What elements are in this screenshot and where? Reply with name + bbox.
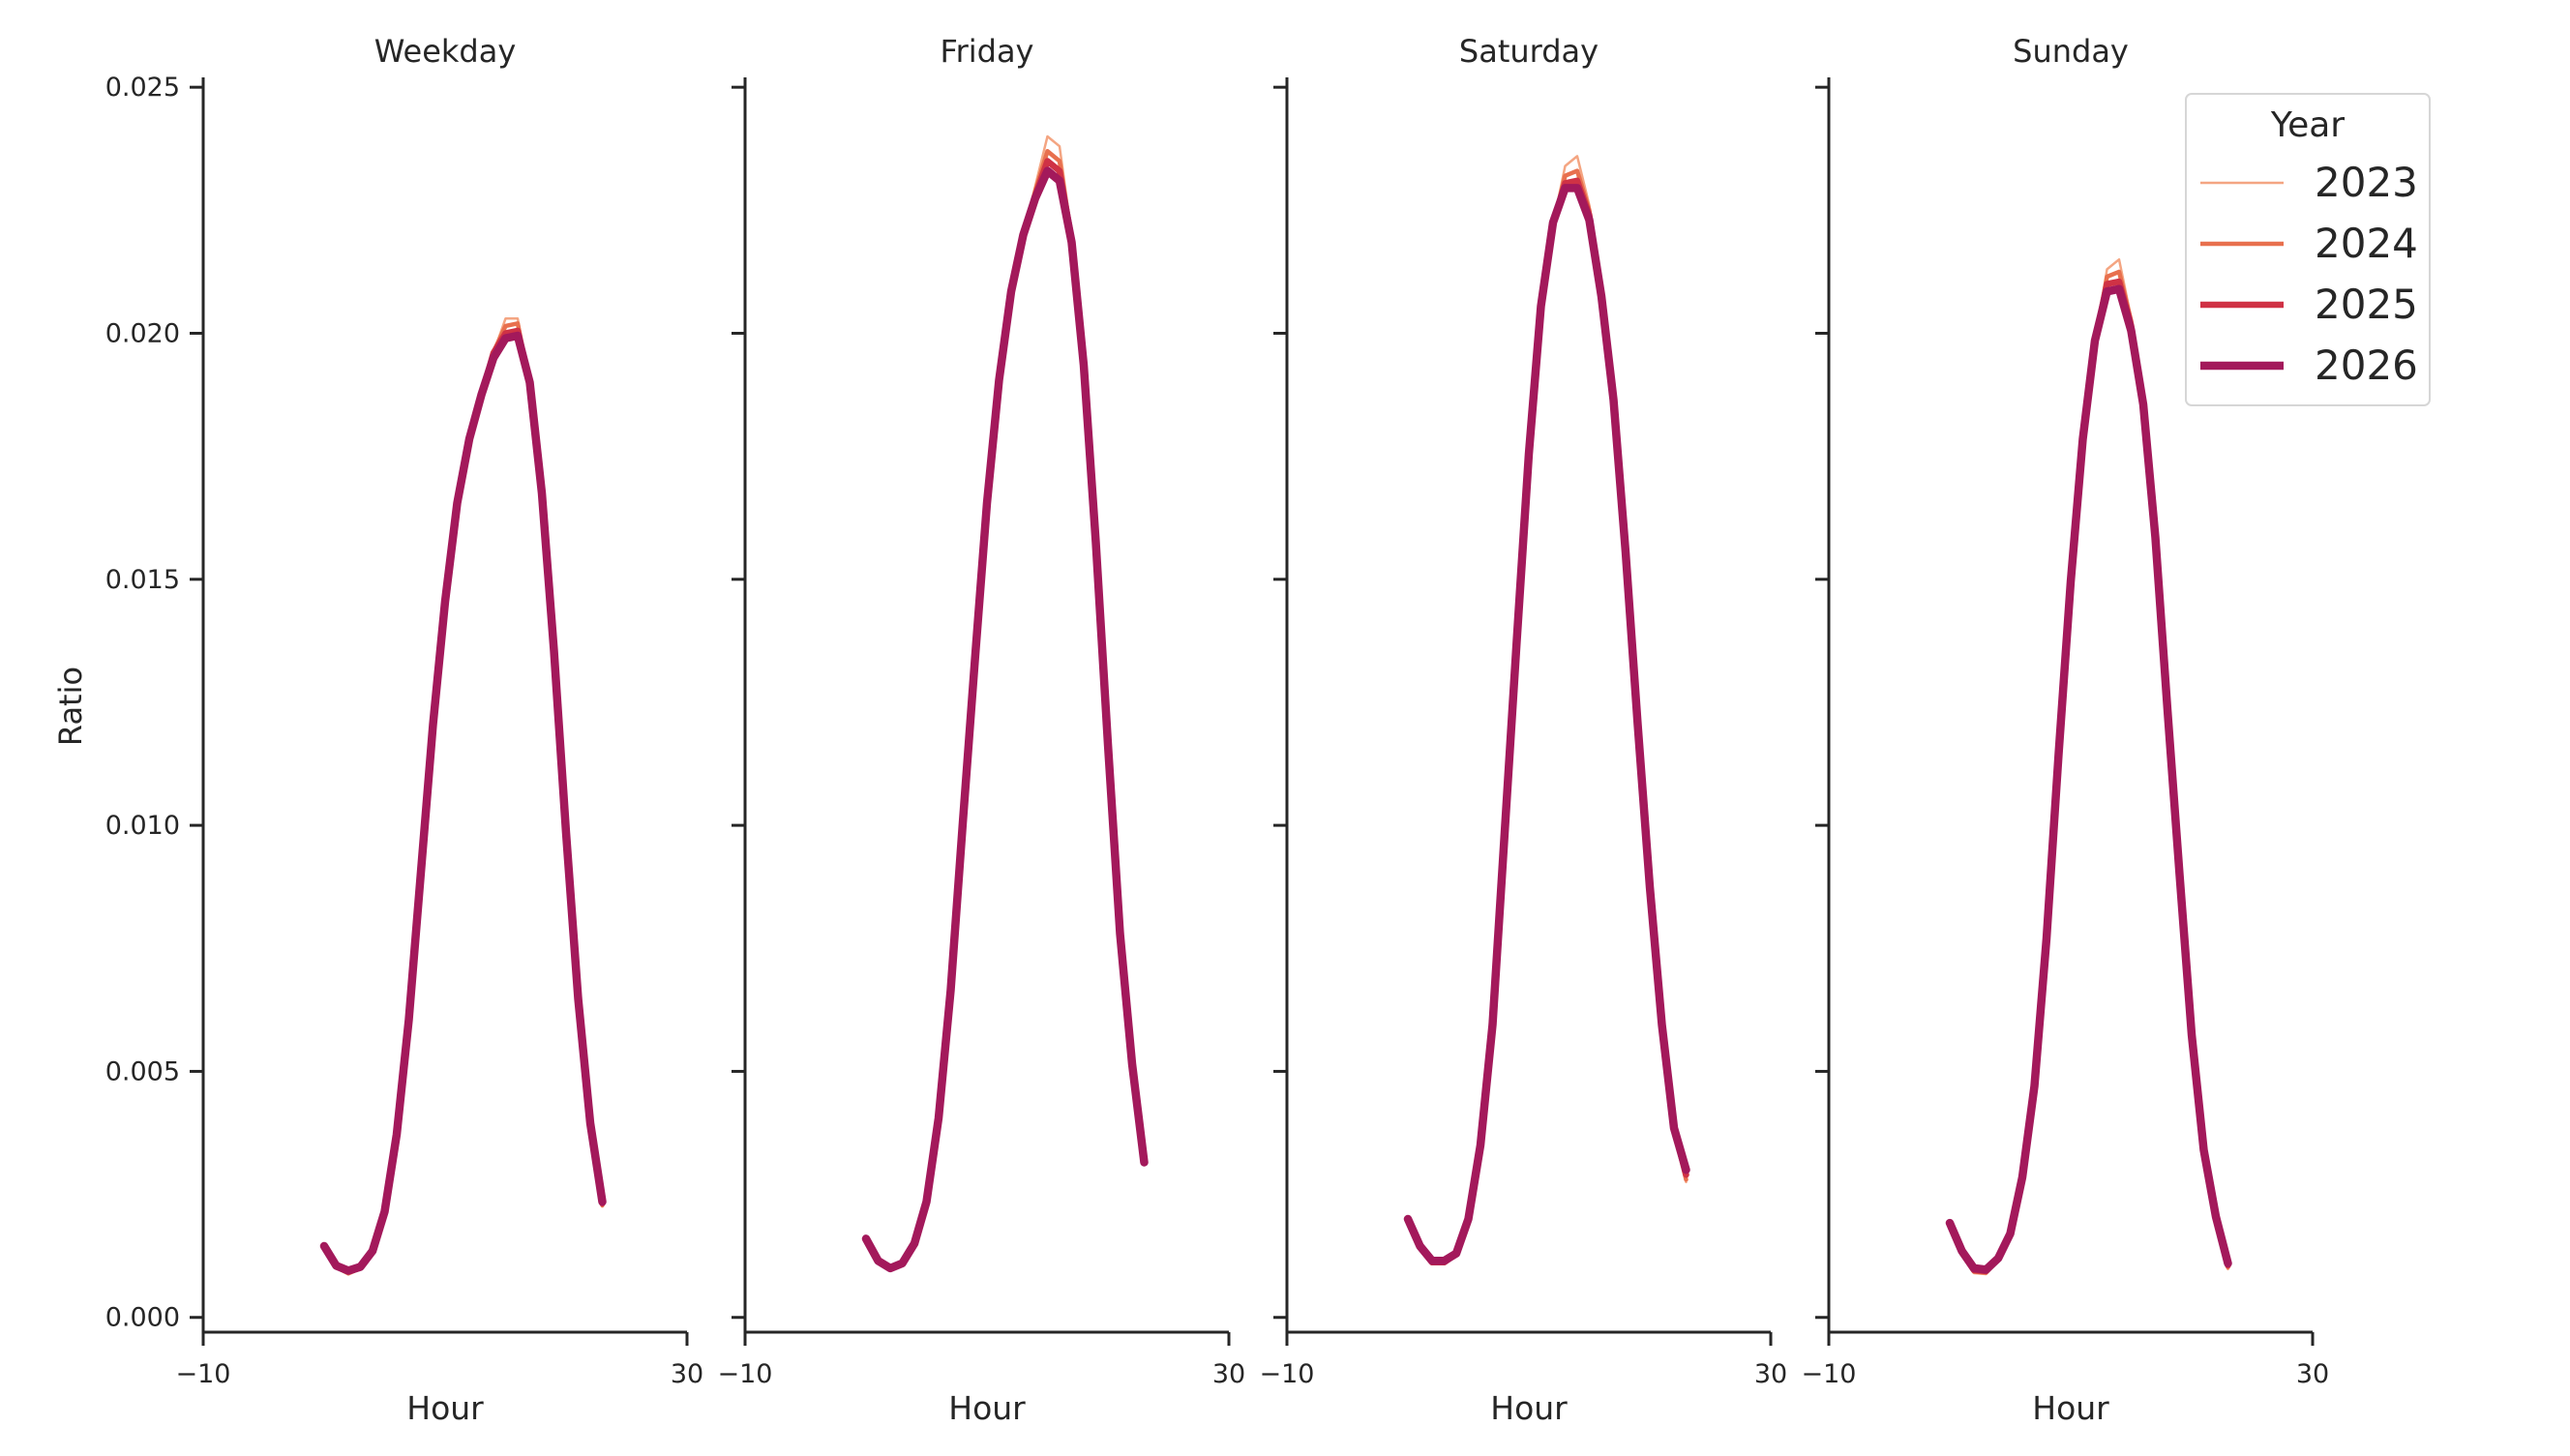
legend-label-2024: 2024 <box>2315 220 2418 267</box>
x-axis-label-friday: Hour <box>948 1389 1026 1427</box>
series-line-sunday-2026 <box>1945 284 2232 1274</box>
x-tick-label-friday: 30 <box>1212 1359 1245 1389</box>
panel-title-friday: Friday <box>941 33 1034 70</box>
series-line-saturday-2026 <box>1403 184 1690 1265</box>
x-tick-label-saturday: 30 <box>1754 1359 1787 1389</box>
y-axis-label: Ratio <box>52 667 89 746</box>
y-tick-label: 0.020 <box>105 318 180 348</box>
panel-title-weekday: Weekday <box>374 33 517 70</box>
x-tick-label-sunday: −10 <box>1802 1359 1857 1389</box>
y-tick-label: 0.015 <box>105 565 180 595</box>
series-line-saturday-2025 <box>1404 177 1689 1266</box>
legend-title: Year <box>2270 105 2345 145</box>
x-axis-label-sunday: Hour <box>2032 1389 2109 1427</box>
x-tick-label-sunday: 30 <box>2296 1359 2329 1389</box>
x-axis-label-weekday: Hour <box>406 1389 484 1427</box>
y-tick-label: 0.025 <box>105 73 180 103</box>
x-tick-label-weekday: 30 <box>671 1359 703 1389</box>
legend-box <box>2185 93 2431 406</box>
x-tick-label-weekday: −10 <box>176 1359 231 1389</box>
panel-title-sunday: Sunday <box>2013 33 2129 70</box>
y-tick-label: 0.005 <box>105 1056 180 1086</box>
series-line-weekday-2026 <box>319 331 607 1275</box>
series-line-saturday-2024 <box>1405 168 1688 1266</box>
series-line-saturday-2023 <box>1406 155 1688 1266</box>
y-tick-label: 0.000 <box>105 1303 180 1333</box>
legend-label-2026: 2026 <box>2315 342 2418 389</box>
x-tick-label-friday: −10 <box>718 1359 773 1389</box>
y-tick-label: 0.010 <box>105 811 180 841</box>
series-line-sunday-2025 <box>1946 278 2231 1275</box>
panel-title-saturday: Saturday <box>1459 33 1599 70</box>
x-axis-label-saturday: Hour <box>1490 1389 1568 1427</box>
x-tick-label-saturday: −10 <box>1260 1359 1315 1389</box>
legend-label-2025: 2025 <box>2315 281 2418 328</box>
legend-label-2023: 2023 <box>2315 159 2418 206</box>
series-line-friday-2026 <box>861 166 1149 1273</box>
